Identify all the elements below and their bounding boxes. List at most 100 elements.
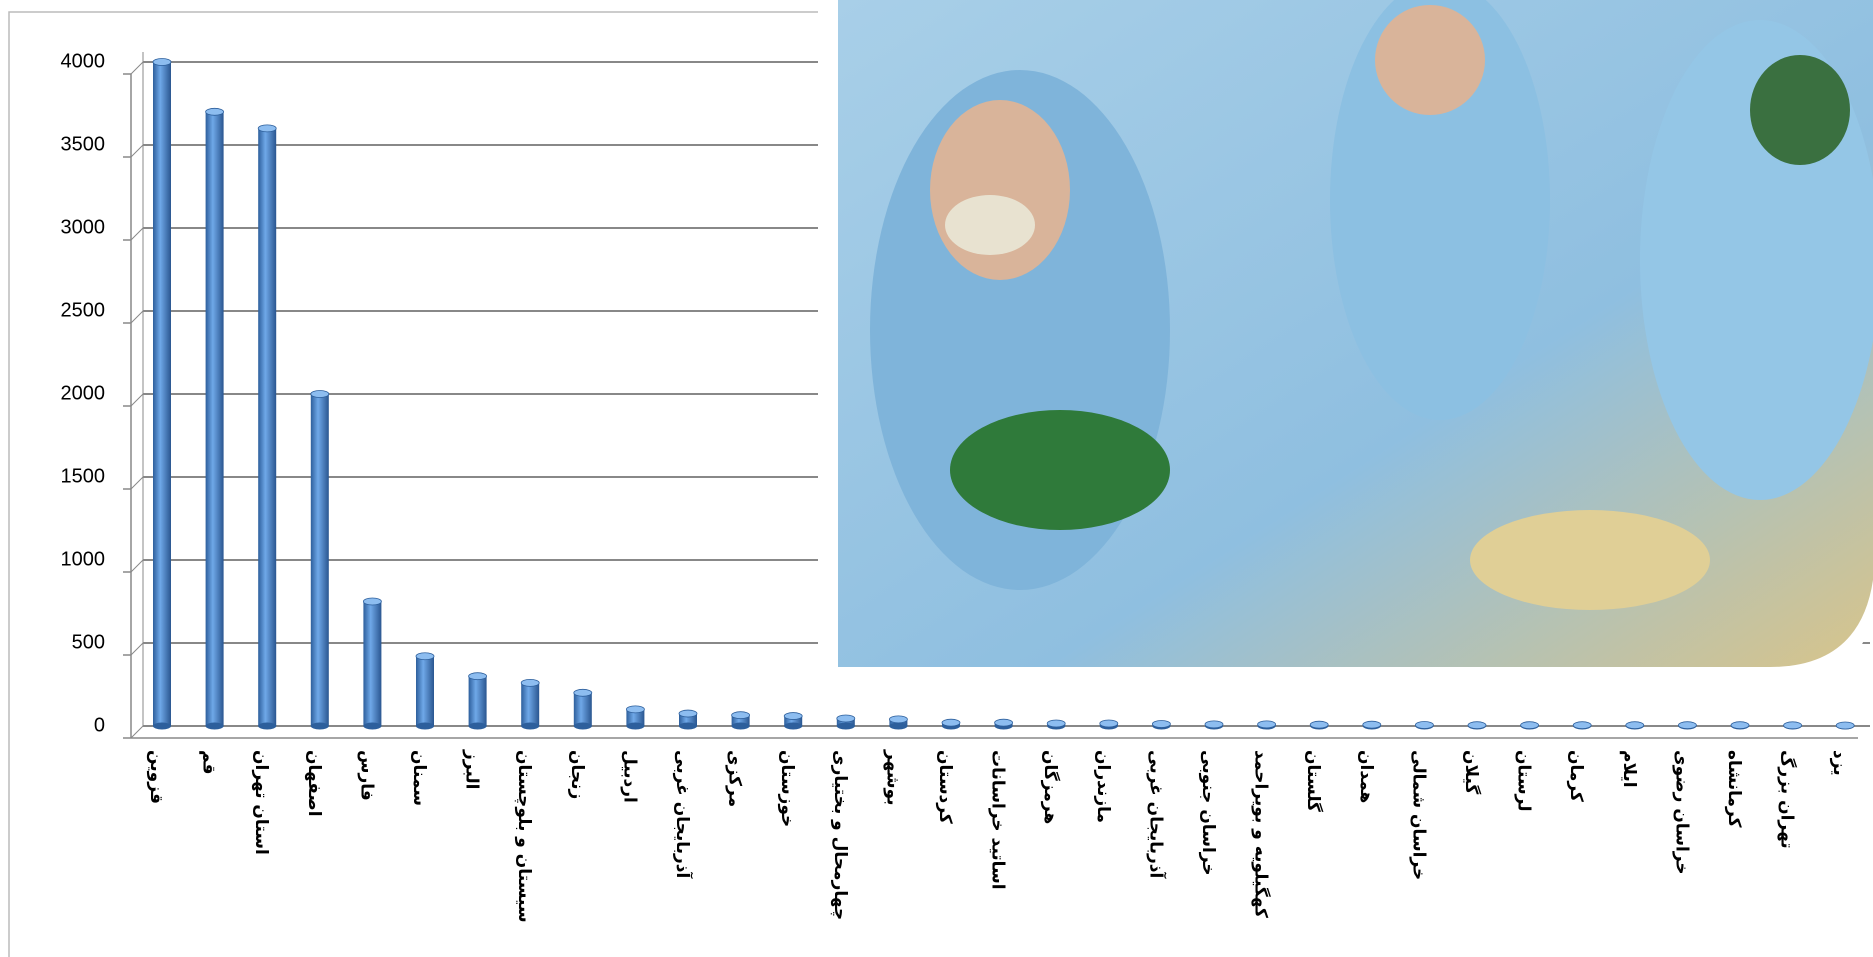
x-tick-label: آذربایجان غربی <box>1145 750 1167 879</box>
y-tick-label: 1500 <box>61 465 106 487</box>
x-tick-label: زنجان <box>567 750 587 799</box>
x-tick-label: ایلام <box>1619 750 1639 788</box>
bar-base <box>679 722 697 730</box>
x-tick-label: همدان <box>1356 750 1376 803</box>
x-tick-label: لرستان <box>1514 750 1534 812</box>
x-tick-label: تهران بزرگ <box>1777 750 1797 849</box>
bar-cap <box>205 107 225 116</box>
x-tick-label: فارس <box>356 750 376 801</box>
bar-cap <box>994 718 1013 727</box>
bar-base <box>363 722 382 730</box>
bar-base <box>258 722 277 730</box>
bar-cap <box>1783 721 1802 730</box>
bar <box>258 128 277 726</box>
y-tick-label: 3500 <box>61 133 106 155</box>
y-tick-label: 4000 <box>61 50 106 72</box>
x-tick-label: گیلان <box>1461 750 1482 794</box>
x-tick-label: خراسان شمالی <box>1408 750 1428 880</box>
bar-base <box>468 722 487 730</box>
x-tick-label: چهارمحال و بختیاری <box>830 750 850 920</box>
bar-cap <box>889 715 908 724</box>
grid-diag <box>130 559 144 573</box>
bar <box>205 111 224 727</box>
bar-cap <box>941 718 961 727</box>
x-tick-label: استان تهران <box>251 750 271 855</box>
bar-base <box>310 722 329 730</box>
x-tick-label: سیستان و بلوچستان <box>514 750 534 923</box>
bar-cap <box>310 390 330 398</box>
x-tick-label: کردستان <box>935 750 955 824</box>
bar-base <box>784 722 803 730</box>
x-tick-label: سمنان <box>409 750 429 806</box>
bar-cap <box>520 678 540 687</box>
grid-diag <box>130 227 144 241</box>
bar-cap <box>1415 721 1434 729</box>
x-tick-label: البرز <box>462 749 482 790</box>
bar-cap <box>626 705 645 714</box>
x-tick-label: اردبیل <box>619 750 639 803</box>
grid-diag <box>130 310 144 324</box>
x-tick-label: قزوین <box>146 750 166 804</box>
bar <box>731 715 750 726</box>
bar-base <box>521 722 540 730</box>
x-tick-label: کرمانشاه <box>1724 750 1744 828</box>
y-tick-label: 3000 <box>61 216 106 238</box>
bar-cap <box>468 672 488 681</box>
grid-diag <box>130 725 144 739</box>
x-tick-label: مازندران <box>1093 750 1113 823</box>
y-tick-label: 0 <box>94 714 105 736</box>
bar-cap <box>1625 721 1645 730</box>
y-tick-label: 2500 <box>61 299 106 321</box>
bar-base <box>626 722 645 730</box>
bar-cap <box>1730 721 1750 730</box>
bar-cap <box>1467 721 1487 730</box>
bar-cap <box>1046 719 1066 728</box>
grid-diag <box>130 61 144 75</box>
bar-base <box>416 722 434 730</box>
bar-base <box>889 722 908 730</box>
photo <box>818 0 1873 687</box>
bar-base <box>205 722 224 730</box>
bar <box>573 692 592 726</box>
bar-cap <box>573 688 593 697</box>
bar-base <box>153 722 171 730</box>
bar-cap <box>1152 720 1171 728</box>
bar-base <box>731 722 750 730</box>
bar-cap <box>152 58 172 66</box>
bar-base <box>836 722 855 730</box>
bar-cap <box>731 711 750 720</box>
bar <box>153 62 171 726</box>
x-tick-label: بوشهر <box>882 749 902 806</box>
bar <box>626 709 645 726</box>
y-tick-label: 1000 <box>61 548 106 570</box>
bar-cap <box>678 709 698 718</box>
bar <box>784 716 803 726</box>
grid-diag <box>130 476 144 490</box>
x-tick-label: اساتید خراسانات <box>988 750 1008 890</box>
bar-cap <box>836 714 856 723</box>
bar-cap <box>1572 721 1592 730</box>
bar <box>363 601 382 726</box>
x-tick-label: خوزستان <box>777 750 797 827</box>
bar-cap <box>1835 721 1855 730</box>
x-tick-label: کهگیلویه و بویراحمد <box>1251 750 1272 918</box>
x-tick-label: هرمزگان <box>1040 750 1061 824</box>
grid-diag <box>130 393 144 407</box>
x-tick-label: قم <box>199 750 219 774</box>
grid-diag <box>130 144 144 158</box>
bar-cap <box>1520 721 1539 730</box>
y-tick-label: 500 <box>72 631 105 653</box>
x-tick-label: گلستان <box>1303 750 1324 812</box>
x-tick-label: آذربایجان غربی <box>672 750 694 879</box>
bar-base <box>573 722 592 730</box>
bar-cap <box>257 124 277 133</box>
bar <box>468 676 487 726</box>
x-tick-label: اصفهان <box>304 750 324 817</box>
bar-cap <box>1678 721 1697 730</box>
grid-diag <box>130 642 144 656</box>
bar <box>521 682 540 726</box>
bar-cap <box>1362 720 1382 729</box>
x-tick-label: خراسان رضوی <box>1671 750 1691 875</box>
y-tick-label: 2000 <box>61 382 106 404</box>
x-tick-label: مرکزی <box>725 750 745 807</box>
